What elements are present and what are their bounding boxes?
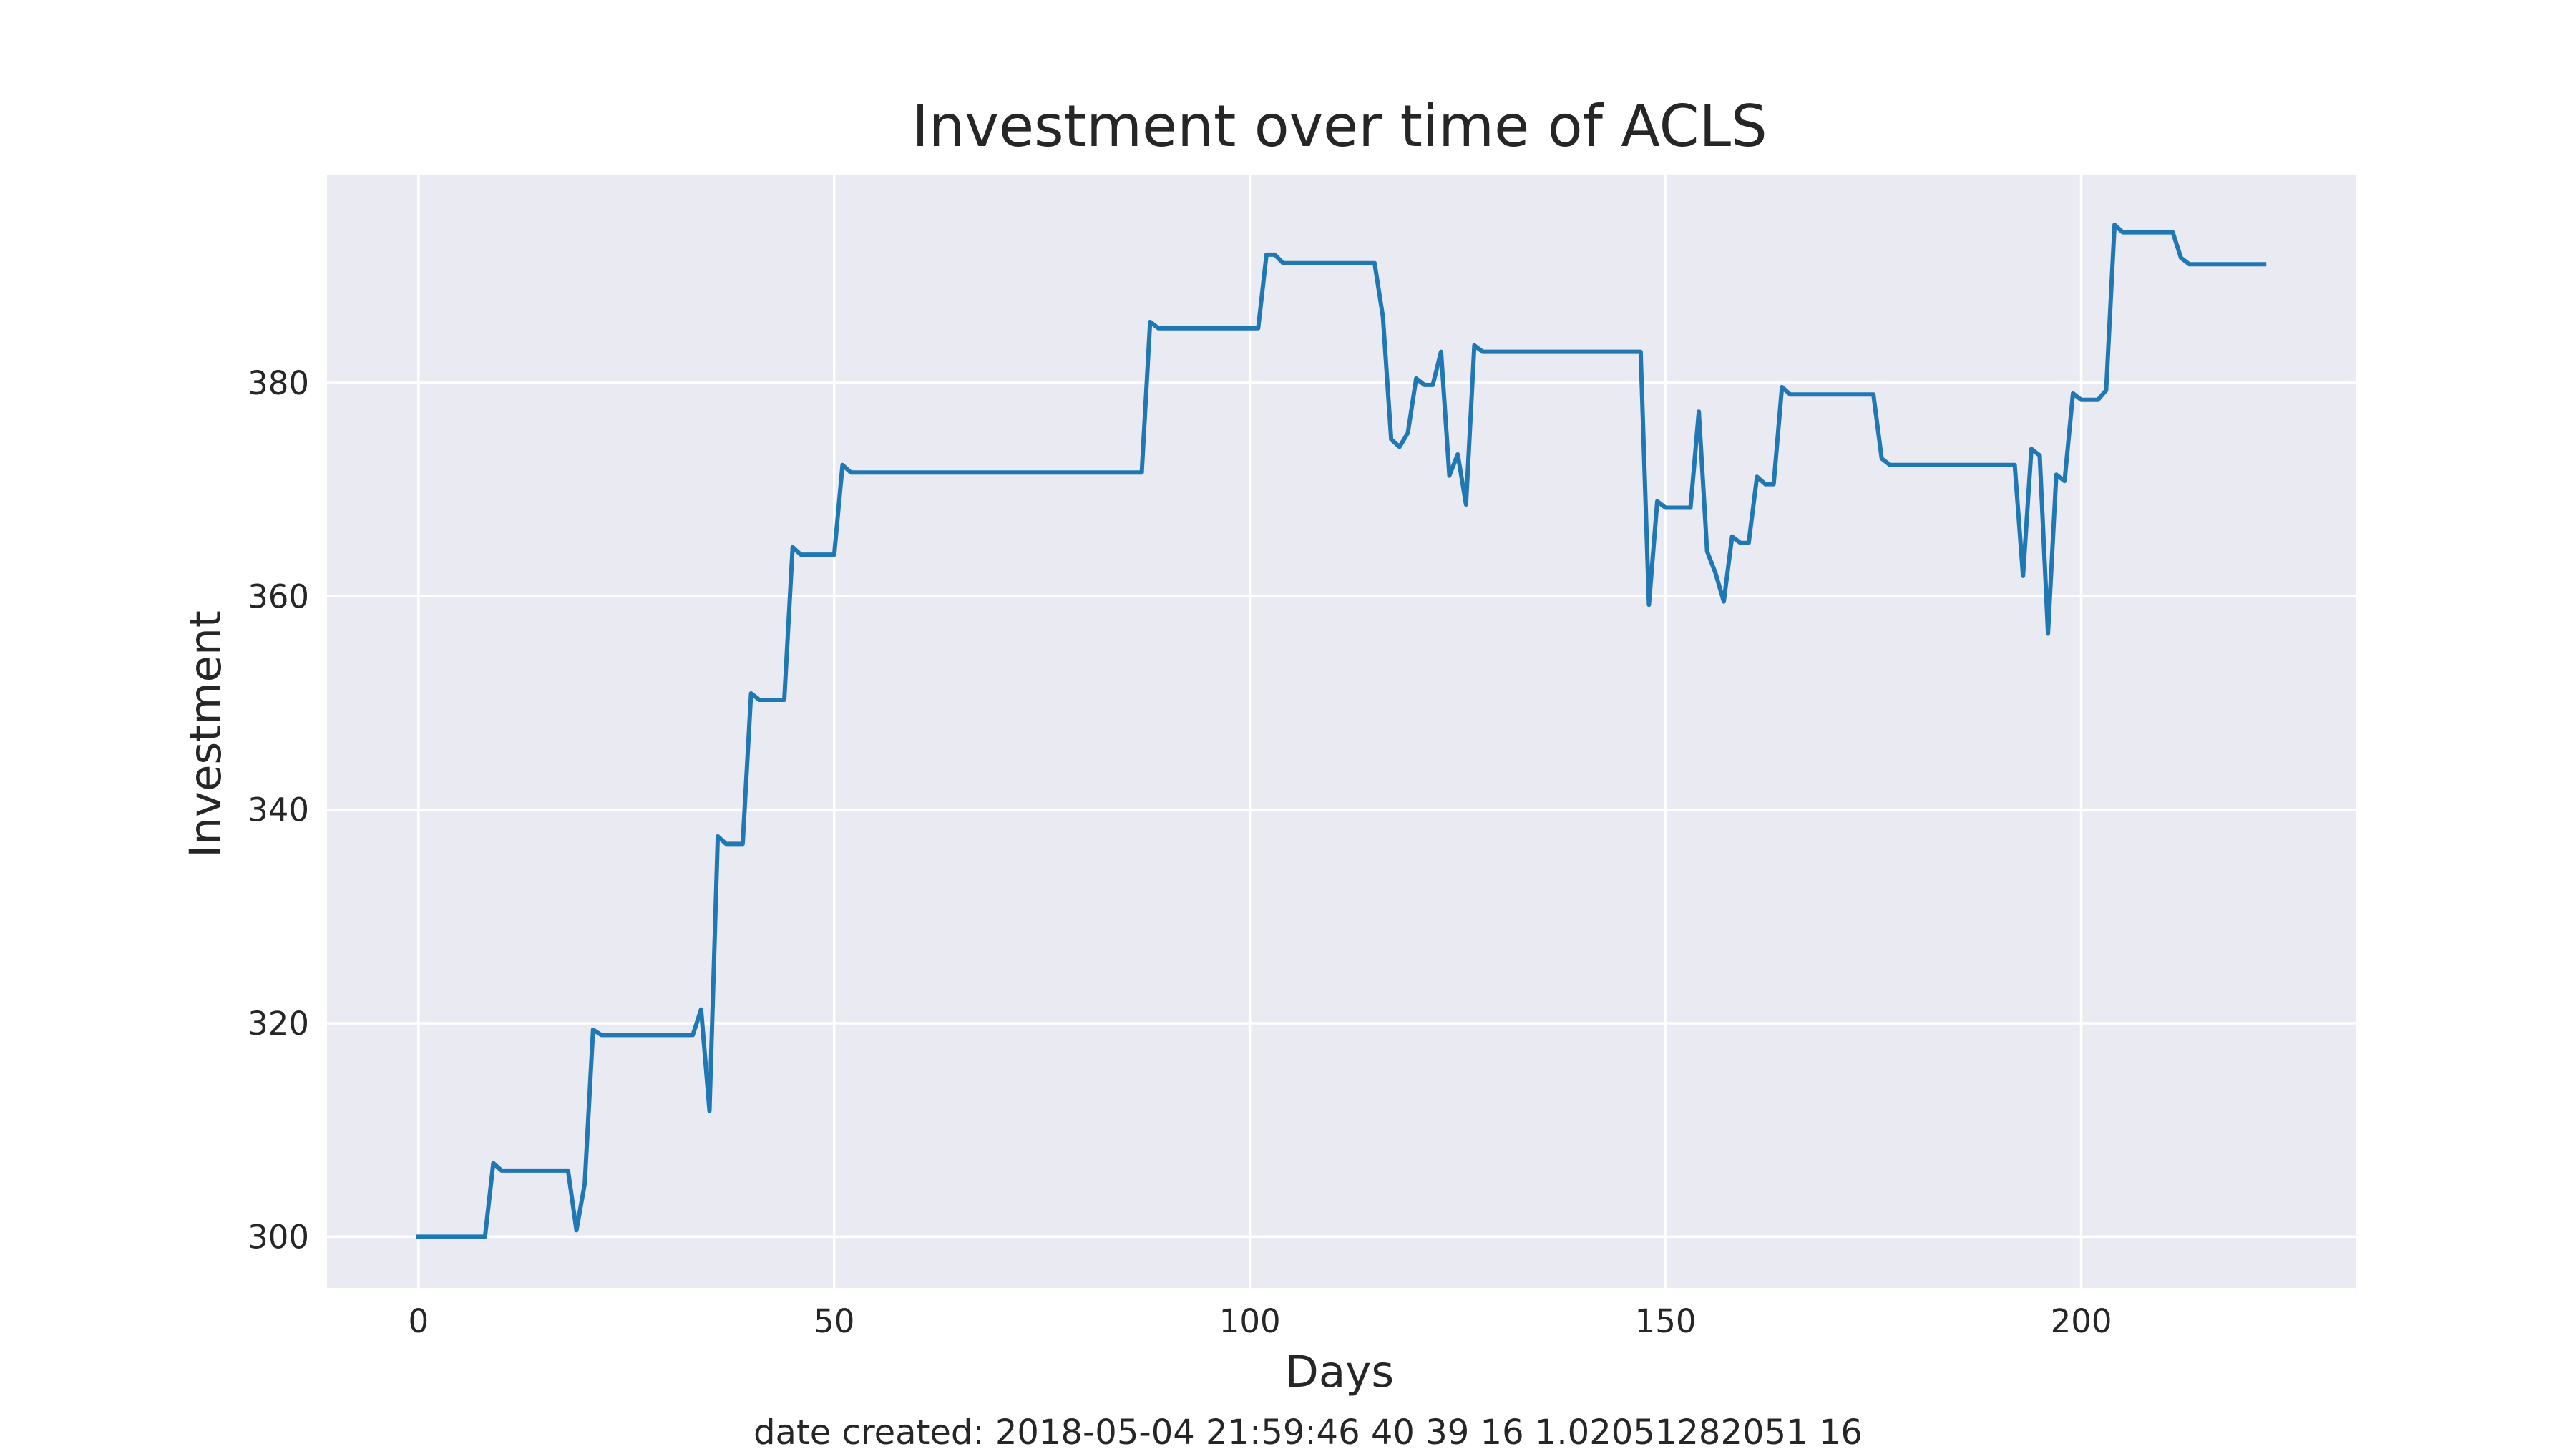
- y-tick-label: 300: [248, 1218, 309, 1256]
- series-line-1: [416, 223, 2267, 1239]
- x-tick-labels: 0 50 100 150 200: [408, 1302, 2112, 1340]
- x-tick-label: 200: [2051, 1302, 2112, 1340]
- y-axis-label: Investment: [180, 610, 231, 858]
- x-tick-label: 100: [1219, 1302, 1281, 1340]
- footer-caption: date created: 2018-05-04 21:59:46 40 39 …: [753, 1413, 1863, 1449]
- x-tick-label: 150: [1635, 1302, 1697, 1340]
- grid-lines: [327, 175, 2356, 1288]
- y-tick-label: 380: [248, 364, 309, 402]
- x-axis-label: Days: [1285, 1347, 1394, 1397]
- plot-area: [327, 175, 2356, 1288]
- series-lines: [416, 223, 2267, 1239]
- x-tick-label: 0: [408, 1302, 429, 1340]
- y-tick-label: 320: [248, 1005, 309, 1043]
- x-tick-label: 50: [814, 1302, 854, 1340]
- y-tick-labels: 300 320 340 360 380: [248, 364, 309, 1256]
- chart-title: Investment over time of ACLS: [912, 93, 1767, 160]
- y-tick-label: 340: [248, 791, 309, 829]
- y-tick-label: 360: [248, 577, 309, 615]
